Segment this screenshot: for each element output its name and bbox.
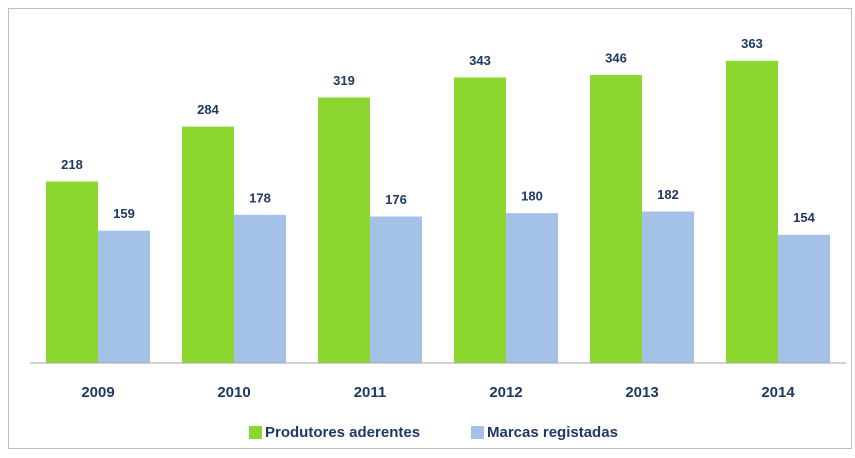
data-label: 154 — [793, 210, 815, 225]
legend-swatch — [471, 426, 484, 439]
x-tick-label: 2012 — [489, 384, 522, 401]
bar — [506, 213, 558, 363]
data-label: 180 — [521, 189, 543, 204]
x-tick-label: 2009 — [81, 384, 114, 401]
x-tick-label: 2010 — [217, 384, 250, 401]
bar — [590, 74, 642, 363]
bar — [454, 77, 506, 363]
data-label: 319 — [333, 73, 355, 88]
data-label: 178 — [249, 190, 271, 205]
bar — [318, 97, 370, 364]
data-label: 284 — [197, 102, 219, 117]
x-tick-label: 2011 — [354, 384, 387, 401]
bar — [234, 214, 286, 363]
bar — [642, 211, 694, 363]
bar — [46, 181, 98, 363]
data-label: 363 — [741, 36, 763, 51]
legend-label: Marcas registadas — [487, 424, 618, 441]
data-label: 159 — [113, 206, 135, 221]
bar — [726, 60, 778, 364]
data-label: 176 — [385, 192, 407, 207]
bar — [370, 216, 422, 363]
bar — [182, 126, 234, 363]
legend-swatch — [249, 426, 262, 439]
data-label: 346 — [605, 50, 627, 65]
data-label: 343 — [469, 53, 491, 68]
chart-frame — [8, 8, 852, 449]
data-label: 218 — [61, 157, 83, 172]
x-tick-label: 2014 — [761, 384, 795, 401]
legend-label: Produtores aderentes — [265, 424, 420, 441]
data-label: 182 — [657, 187, 679, 202]
bar — [778, 234, 830, 363]
bar — [98, 230, 150, 363]
x-tick-label: 2013 — [625, 384, 658, 401]
